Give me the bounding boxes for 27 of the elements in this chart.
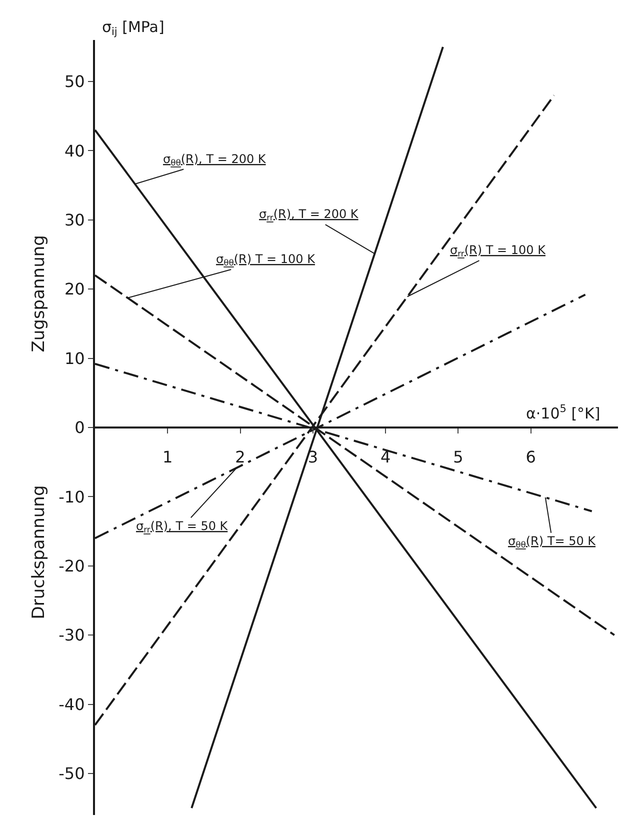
- y-tick-label: -10: [58, 487, 85, 506]
- y-tick-label: -50: [58, 764, 85, 784]
- text: Zugspannung: [28, 235, 49, 352]
- series-label: σ$_{rr}$(R) T = 100 K: [450, 243, 547, 259]
- x-tick-label: 6: [526, 448, 536, 467]
- y-tick-label: 20: [64, 280, 85, 299]
- y-tick-label: 40: [64, 141, 85, 160]
- y-tick-label: -20: [58, 556, 85, 576]
- text: Druckspannung: [28, 485, 49, 620]
- y-tick-label: -30: [58, 626, 85, 645]
- x-tick-label: 2: [235, 448, 246, 467]
- series-label: σ$_{θθ}$(R) T= 50 K: [508, 534, 597, 550]
- x-tick-label: 4: [380, 448, 391, 467]
- y-axis-title: σ$_{ij}$ [MPa]: [102, 18, 164, 38]
- text: σ$_{θθ}$(R) T = 100 K: [216, 252, 316, 268]
- series-label: σ$_{rr}$(R), T = 50 K: [136, 519, 229, 535]
- x-tick-label: 3: [308, 448, 318, 467]
- y-tick-label: 10: [64, 348, 85, 368]
- text: σ$_{θθ}$(R), T = 200 K: [163, 152, 267, 168]
- y-tick-label: 50: [64, 72, 85, 92]
- x-tick-label: 5: [453, 448, 464, 467]
- text: σ$_{rr}$(R), T = 200 K: [259, 207, 360, 223]
- x-tick-label: 1: [162, 448, 173, 467]
- y-tick-label: 30: [64, 210, 85, 230]
- y-tick-label: -40: [58, 694, 85, 714]
- y-tick-label: 0: [74, 418, 85, 438]
- x-axis-title: α·10$^{5}$ [°K]: [526, 403, 600, 422]
